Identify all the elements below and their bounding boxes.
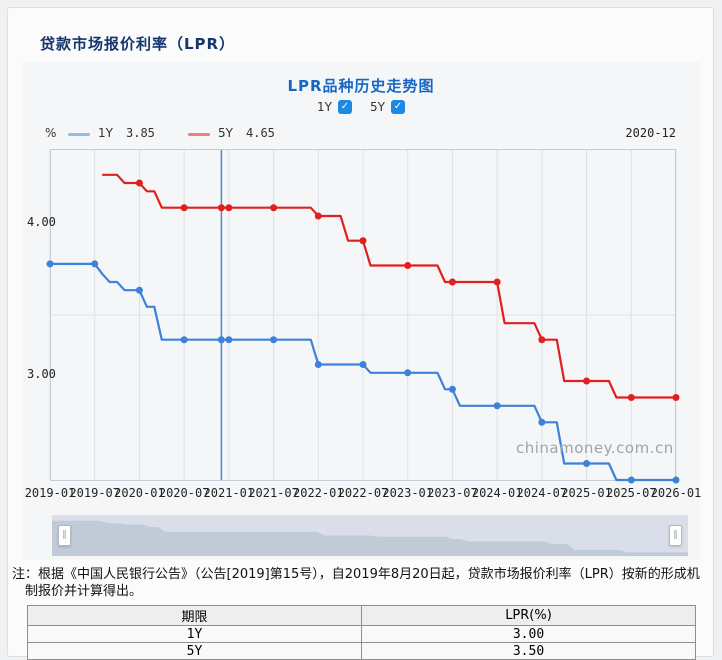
lpr-table: 期限 LPR(%) 1Y 3.00 5Y 3.50	[27, 605, 696, 660]
term-cell: 5Y	[27, 642, 362, 660]
x-axis-label: 2021-01	[203, 486, 255, 500]
checkbox-5y[interactable]: ✓	[390, 100, 405, 114]
x-axis-label: 2026-01	[650, 486, 702, 500]
legend-name-1y: 1Y	[98, 126, 113, 140]
chart-legend: % 1Y 3.85 5Y 4.65 2020-12	[22, 126, 700, 142]
content-card: 贷款市场报价利率（LPR） LPR品种历史走势图 1Y ✓ 5Y ✓ % 1Y …	[7, 7, 714, 660]
table-row: 1Y 3.00	[27, 625, 696, 643]
page-title: 贷款市场报价利率（LPR）	[40, 35, 236, 53]
x-axis-label: 2023-01	[382, 486, 433, 500]
toggle-label-5y: 5Y	[370, 100, 385, 114]
x-axis-label: 2021-07	[248, 486, 299, 500]
legend-value-5y: 4.65	[246, 126, 275, 140]
y-axis-tick-4: 4.00	[27, 215, 56, 229]
watermark: chinamoney.com.cn	[516, 439, 674, 457]
hover-date-label: 2020-12	[625, 126, 676, 140]
chart-title: LPR品种历史走势图	[287, 77, 435, 95]
x-axis-label: 2019-01	[24, 486, 76, 500]
toggle-label-1y: 1Y	[317, 100, 332, 114]
series-toggle-row: 1Y ✓ 5Y ✓	[22, 99, 700, 115]
legend-swatch-5y	[188, 133, 210, 136]
x-axis-label: 2022-07	[337, 486, 389, 500]
x-axis-label: 2024-01	[471, 486, 523, 500]
y-axis-tick-3: 3.00	[27, 367, 56, 381]
slider-handle-left[interactable]: ‖	[58, 525, 71, 546]
x-axis-label: 2024-07	[516, 486, 568, 500]
footnote: 注：根据《中国人民银行公告》（公告[2019]第15号），自2019年8月20日…	[12, 567, 700, 599]
table-header-lpr: LPR(%)	[361, 605, 696, 626]
x-axis-label: 2020-01	[114, 486, 165, 500]
rate-cell: 3.50	[361, 642, 696, 660]
plot-area	[46, 149, 680, 484]
x-axis-label: 2025-07	[605, 486, 657, 500]
range-slider-track[interactable]: ‖ ‖	[52, 515, 688, 556]
legend-value-1y: 3.85	[126, 126, 155, 140]
rate-cell: 3.00	[361, 625, 696, 643]
slider-handle-right[interactable]: ‖	[669, 525, 682, 546]
checkbox-1y[interactable]: ✓	[338, 100, 352, 114]
table-row: 5Y 3.50	[27, 642, 696, 660]
legend-name-5y: 5Y	[218, 126, 233, 140]
x-axis-label: 2019-07	[69, 486, 120, 500]
x-axis-label: 2022-01	[292, 486, 344, 500]
table-header-row: 期限 LPR(%)	[27, 605, 696, 626]
chart-panel: LPR品种历史走势图 1Y ✓ 5Y ✓ % 1Y 3.85 5Y 4.65 2…	[22, 62, 702, 560]
range-slider-minimap	[52, 520, 688, 556]
x-axis-label: 2023-07	[427, 486, 478, 500]
x-axis: 2019-01 2019-07 2020-01 2020-07 2021-01 2021-…	[25, 486, 702, 502]
x-axis-label: 2020-07	[158, 486, 210, 500]
x-axis-label: 2025-01	[561, 486, 612, 500]
legend-swatch-1y	[68, 133, 90, 136]
term-cell: 1Y	[27, 625, 362, 643]
table-header-term: 期限	[27, 605, 362, 626]
lpr-trend-chart[interactable]	[46, 149, 680, 484]
y-axis-unit: %	[45, 126, 57, 140]
